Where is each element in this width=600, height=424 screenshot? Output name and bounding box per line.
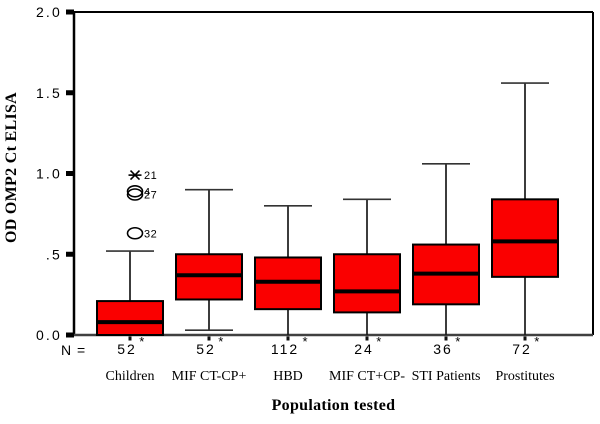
category-label: HBD [273,369,303,384]
n-value: 36 [433,341,453,357]
y-tick-label: 0.0 [36,327,62,343]
category-tick-mark [444,336,448,341]
y-tick-label: .5 [46,246,62,262]
category-tick-mark [207,336,211,341]
outlier-circle-icon [126,226,144,240]
box [96,300,164,336]
y-tick-label: 2.0 [36,4,62,20]
outlier-label: 4 [144,186,151,198]
n-value: 72 [512,341,532,357]
outlier-label: 32 [144,228,157,240]
n-flag-asterisk: * [376,334,381,349]
outlier-circle-icon [126,184,144,198]
n-flag-asterisk: * [218,334,223,349]
n-flag-asterisk: * [139,334,144,349]
category-tick-mark [128,336,132,341]
extreme-asterisk-icon [129,170,141,181]
y-tick-mark [66,171,74,176]
n-value: 112 [271,341,299,357]
category-label: STI Patients [412,369,481,384]
outlier-circle-icon [126,188,144,201]
outlier-label: 21 [144,170,157,182]
category-tick-mark [286,336,290,341]
category-label: Children [106,369,155,384]
y-tick-label: 1.0 [36,166,62,182]
y-axis-title: OD OMP2 Ct ELISA [3,91,20,243]
category-label: Prostitutes [495,369,554,384]
n-row-label: N = [61,342,87,358]
category-tick-mark [365,336,369,341]
y-tick-mark [66,9,74,15]
category-label: MIF CT+CP- [329,369,405,384]
y-tick-mark [66,332,74,338]
y-tick-label: 1.5 [36,85,62,101]
n-flag-asterisk: * [302,334,307,349]
n-flag-asterisk: * [455,334,460,349]
y-tick-mark [66,90,74,96]
box [491,198,559,278]
category-label: MIF CT-CP+ [172,369,247,384]
n-value: 24 [354,341,374,357]
n-value: 52 [196,341,216,357]
n-value: 52 [117,341,137,357]
x-axis-title: Population tested [271,397,396,414]
outlier-label: 27 [144,189,157,201]
category-tick-mark [523,336,527,341]
y-tick-mark [66,251,74,257]
n-flag-asterisk: * [534,334,539,349]
box [333,253,401,314]
